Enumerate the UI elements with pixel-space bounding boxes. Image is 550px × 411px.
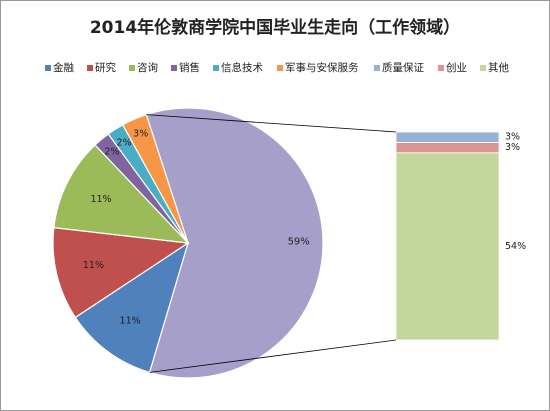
legend-marker [438,65,444,71]
data-label: 2% [104,146,119,157]
data-label: 11% [83,260,104,271]
legend-label: 咨询 [137,61,158,74]
pie-slice [53,144,190,244]
data-label: 59% [288,237,310,248]
pie-slice [52,226,190,319]
pie-slice [121,113,189,244]
legend-label: 创业 [446,61,467,74]
legend-label: 销售 [179,61,200,74]
legend-marker [213,65,219,71]
data-label: 3% [133,129,148,140]
pie-slice [74,241,190,374]
legend-label: 质量保证 [382,61,424,74]
connector-line [149,339,397,373]
legend-marker [374,65,380,71]
legend-label: 军事与安保服务 [285,61,359,74]
bar-segment [395,141,500,154]
data-label: 2% [117,137,132,148]
data-label: 3% [505,132,520,143]
chart-title: 2014年伦敦商学院中国毕业生走向（工作领域） [90,17,460,38]
data-label: 54% [505,241,526,252]
legend-marker [87,65,93,71]
legend-label: 金融 [53,61,74,74]
data-label: 11% [120,316,141,327]
legend-marker [129,65,135,71]
bar-segment [395,152,500,341]
legend-label: 其他 [488,61,509,74]
legend-marker [45,65,51,71]
legend-label: 研究 [95,61,116,74]
legend-marker [277,65,283,71]
legend-marker [171,65,177,71]
bar-segment [395,131,500,143]
legend-marker [480,65,486,71]
data-label: 11% [90,194,111,205]
legend-label: 信息技术 [221,61,263,74]
pie-slice [145,107,324,379]
data-label: 3% [505,142,520,153]
connector-line [146,114,397,133]
